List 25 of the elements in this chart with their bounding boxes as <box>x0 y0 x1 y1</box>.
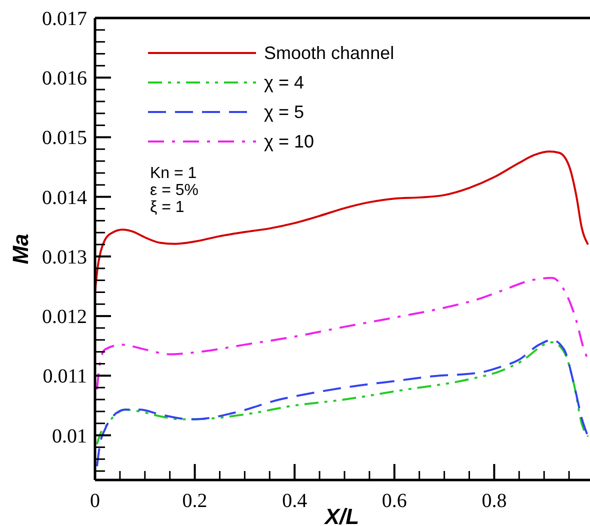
y-tick-label: 0.011 <box>42 366 87 388</box>
legend-label: χ = 4 <box>264 72 304 92</box>
x-axis-title: X/L <box>322 504 360 526</box>
annotation: Kn = 1 <box>150 165 197 182</box>
line-series <box>96 338 589 468</box>
legend-label: χ = 10 <box>264 132 314 152</box>
x-tick-label: 0 <box>90 490 100 512</box>
annotation: ε = 5% <box>150 182 198 199</box>
x-tick-label: 0.2 <box>182 490 208 512</box>
y-tick-label: 0.016 <box>42 68 87 90</box>
y-axis-title: Ma <box>8 234 33 264</box>
line-series <box>96 341 589 446</box>
y-tick-label: 0.013 <box>42 246 87 268</box>
legend-label: Smooth channel <box>264 43 394 63</box>
y-tick-label: 0.01 <box>52 425 87 448</box>
x-tick-label: 0.8 <box>482 490 507 512</box>
line-series <box>96 276 589 390</box>
legend-label: χ = 5 <box>264 102 304 122</box>
x-tick-label: 0.4 <box>282 490 308 512</box>
y-tick-label: 0.017 <box>42 8 87 30</box>
y-tick-label: 0.015 <box>42 127 87 150</box>
x-tick-label: 0.6 <box>382 490 407 512</box>
annotation: ξ = 1 <box>150 199 184 216</box>
y-tick-label: 0.012 <box>42 306 87 328</box>
y-tick-label: 0.014 <box>42 186 87 209</box>
